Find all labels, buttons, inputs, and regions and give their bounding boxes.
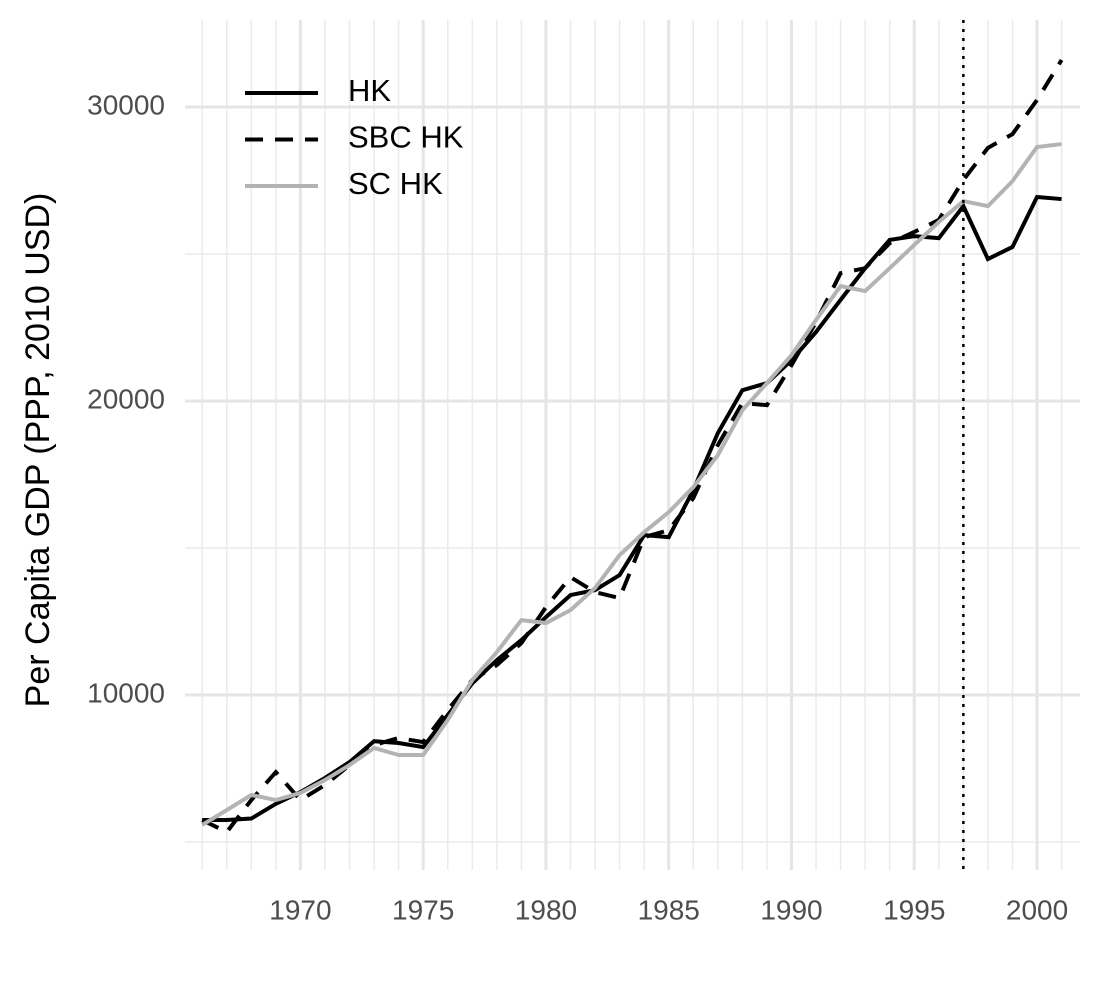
x-tick-label: 1985 (638, 894, 700, 925)
x-tick-label: 1980 (515, 894, 577, 925)
data-line (201, 58, 1064, 835)
x-tick-label: 1970 (269, 894, 331, 925)
y-tick-label: 20000 (87, 383, 165, 414)
y-axis-label: Per Capita GDP (PPP, 2010 USD) (19, 193, 57, 708)
x-tick-label: 2000 (1006, 894, 1068, 925)
data-line (202, 194, 1062, 823)
x-tick-label: 1975 (392, 894, 454, 925)
data-line (201, 142, 1062, 827)
legend-label: SC HK (348, 166, 443, 201)
legend-label: HK (348, 73, 391, 108)
legend-label: SBC HK (348, 120, 464, 155)
y-tick-label: 30000 (87, 89, 165, 120)
x-tick-label: 1990 (760, 894, 822, 925)
y-tick-label: 10000 (87, 677, 165, 708)
x-tick-label: 1995 (883, 894, 945, 925)
